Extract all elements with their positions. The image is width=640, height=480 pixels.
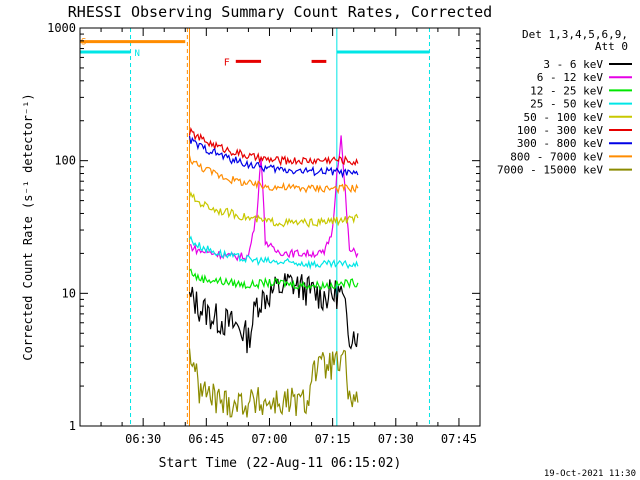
flare-flag-label: F <box>224 57 230 68</box>
legend-label-800-7000-kev: 800 - 7000 keV <box>510 150 603 163</box>
legend-header-line-2: Att 0 <box>595 40 628 53</box>
plot-frame <box>79 27 481 427</box>
y-axis-label: Corrected Count Rate (s⁻¹ detector⁻¹) <box>21 93 35 360</box>
x-tick-label-4: 07:30 <box>378 432 414 446</box>
x-tick-label-1: 06:45 <box>188 432 224 446</box>
legend-label-300-800-kev: 300 - 800 keV <box>517 137 603 150</box>
legend-label-50-100-kev: 50 - 100 keV <box>524 111 604 124</box>
chart-title: RHESSI Observing Summary Count Rates, Co… <box>68 3 492 21</box>
x-tick-label-5: 07:45 <box>441 432 477 446</box>
night-flag-label: N <box>135 49 140 59</box>
legend-label-7000-15000-kev: 7000 - 15000 keV <box>497 164 603 177</box>
series-3-6-kev <box>188 273 359 354</box>
series-6-12-kev <box>189 135 359 262</box>
x-tick-label-0: 06:30 <box>125 432 161 446</box>
series-12-25-kev <box>189 268 359 291</box>
legend-label-3-6-kev: 3 - 6 keV <box>543 58 603 71</box>
series-100-300-kev <box>188 126 359 167</box>
x-axis-label: Start Time (22-Aug-11 06:15:02) <box>159 456 402 471</box>
series-50-100-kev <box>188 191 359 229</box>
footer-date: 19-Oct-2021 11:30 <box>544 469 636 479</box>
x-tick-label-3: 07:15 <box>315 432 351 446</box>
series-300-800-kev <box>188 135 359 179</box>
legend-label-100-300-kev: 100 - 300 keV <box>517 124 603 137</box>
legend-label-25-50-kev: 25 - 50 keV <box>530 98 603 111</box>
x-tick-label-2: 07:00 <box>251 432 287 446</box>
series-25-50-kev <box>188 235 359 270</box>
y-tick-label-1: 10 <box>62 286 76 300</box>
saa-flag-label: S <box>81 38 86 48</box>
series-800-7000-kev <box>188 155 359 195</box>
y-tick-label-2: 100 <box>54 154 76 168</box>
series-7000-15000-kev <box>188 348 359 418</box>
legend-header-line-1: Det 1,3,4,5,6,9, <box>522 28 628 41</box>
y-tick-label-3: 1000 <box>47 21 76 35</box>
legend-label-12-25-kev: 12 - 25 keV <box>530 84 603 97</box>
y-tick-label-0: 1 <box>69 419 76 433</box>
legend-label-6-12-kev: 6 - 12 keV <box>537 71 604 84</box>
